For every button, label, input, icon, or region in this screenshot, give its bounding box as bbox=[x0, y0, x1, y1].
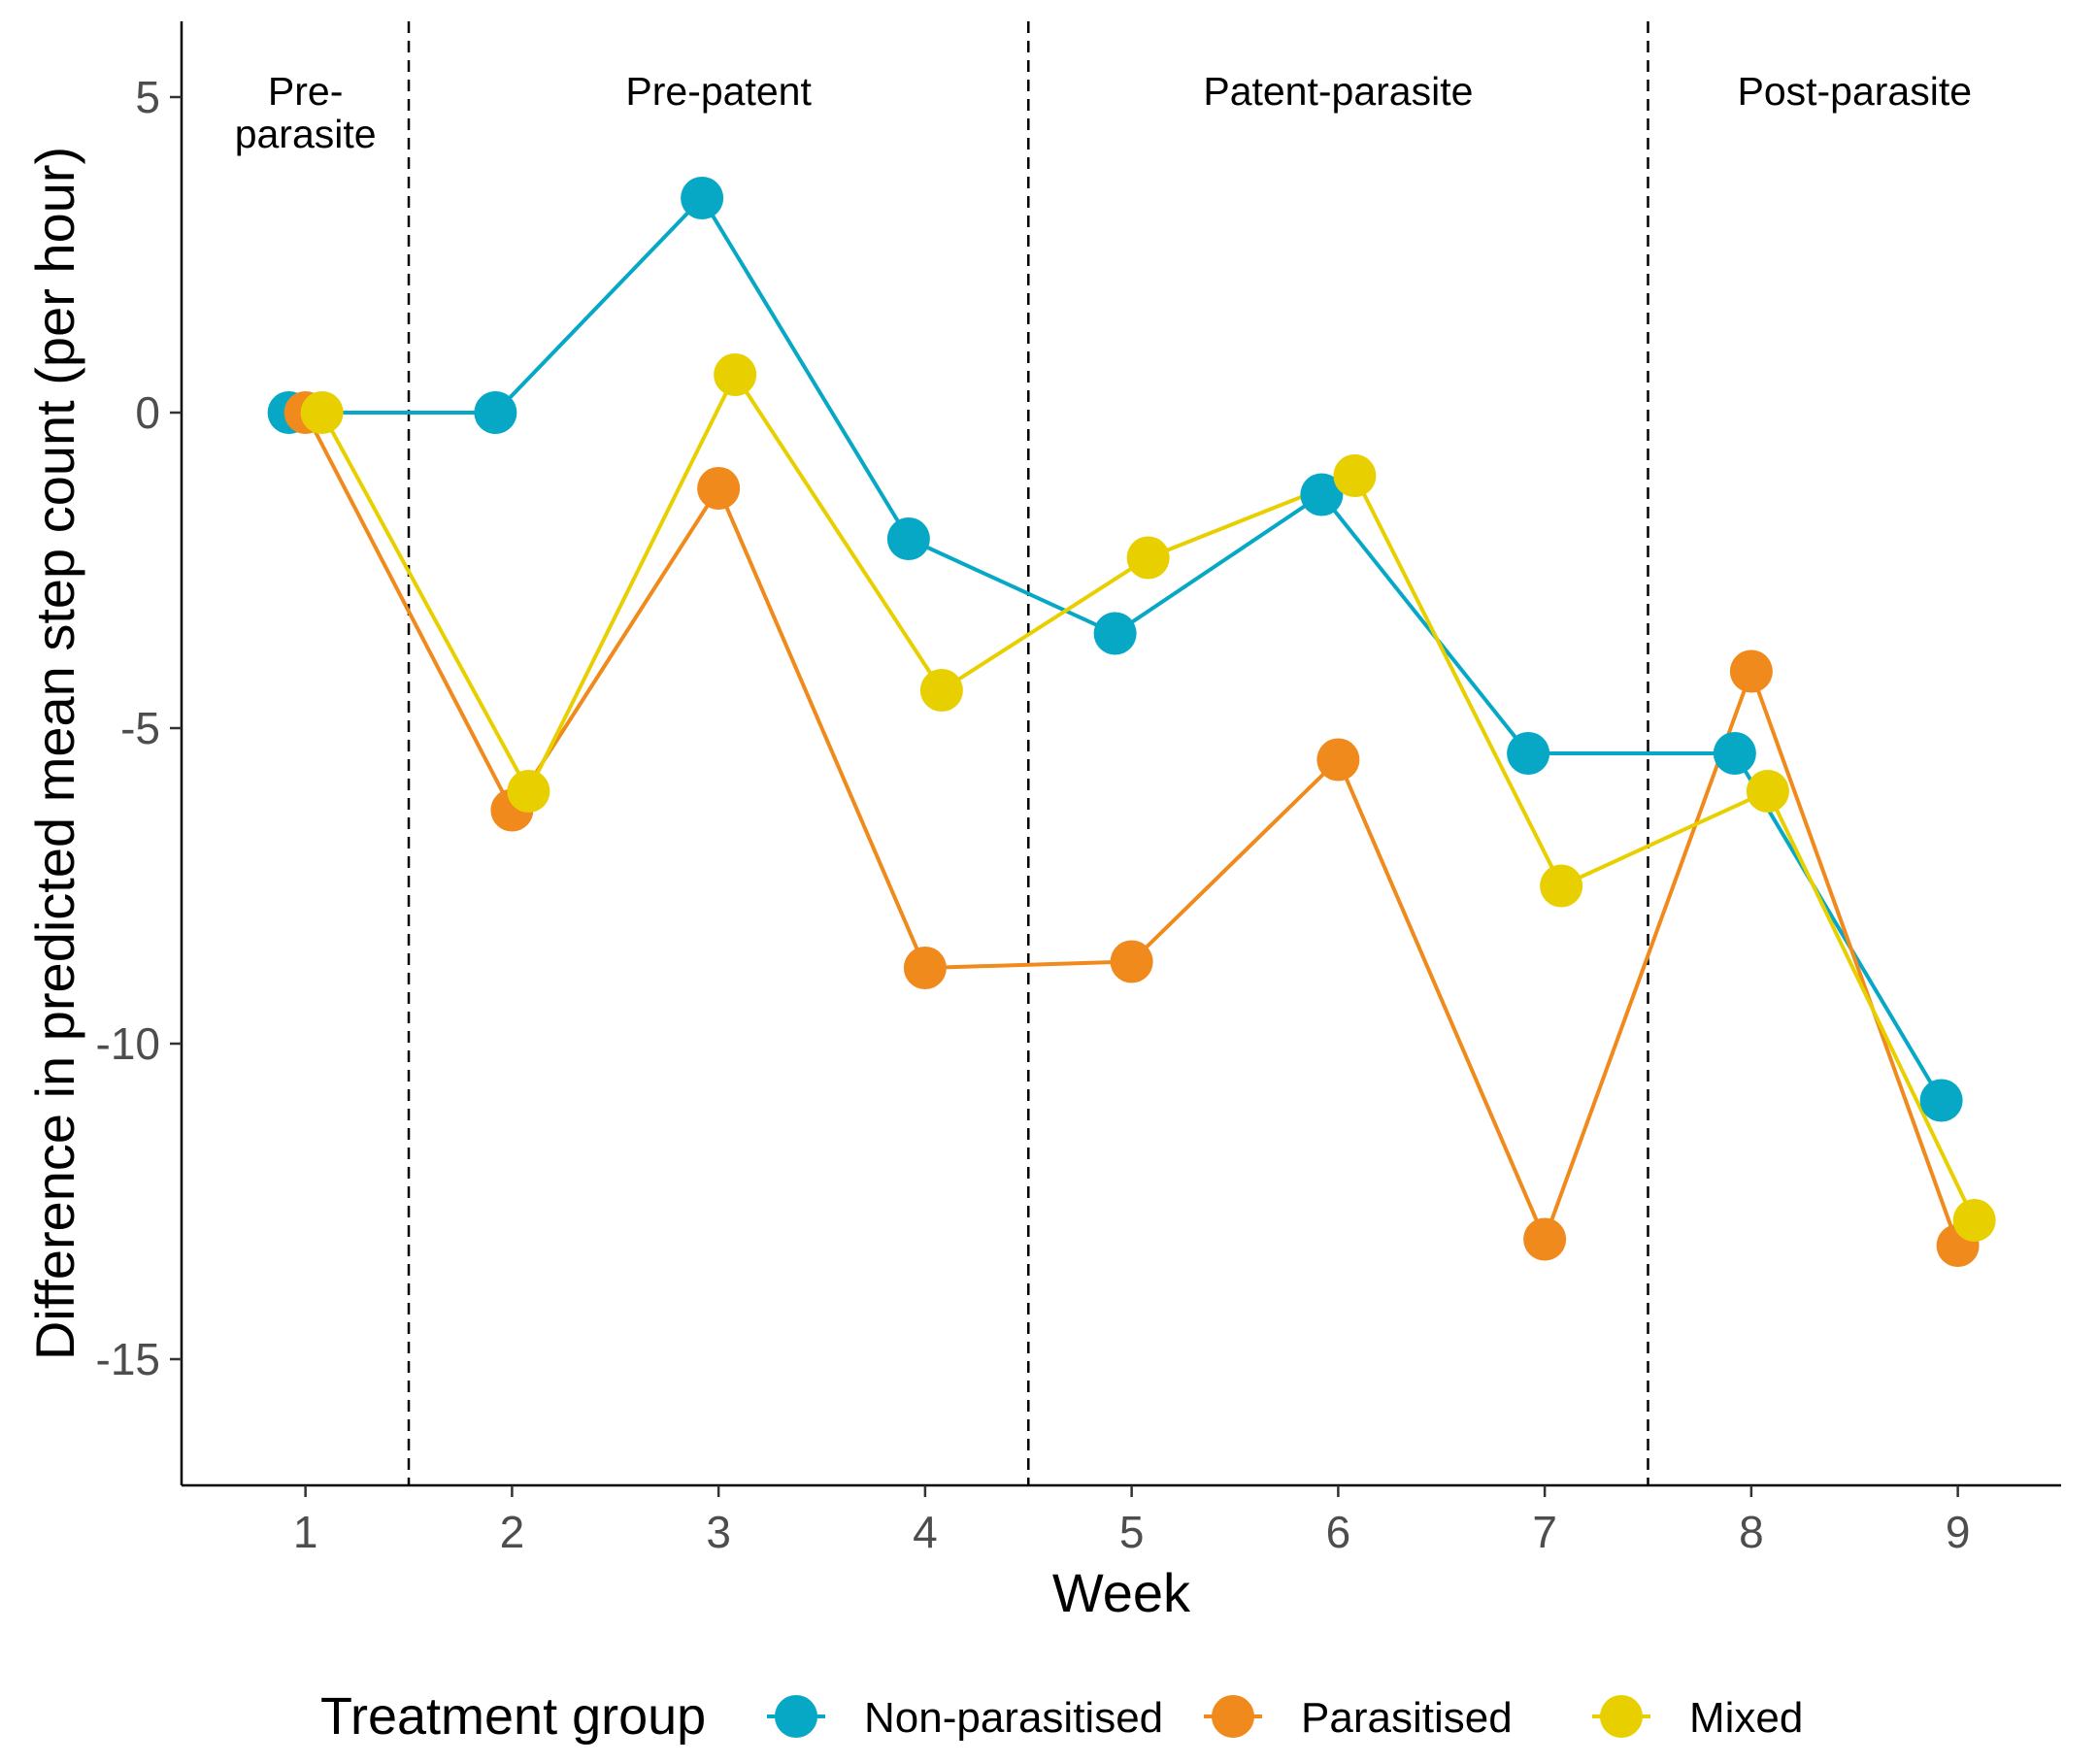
y-tick-label: 5 bbox=[135, 72, 160, 122]
data-point-non-parasitised bbox=[1919, 1079, 1963, 1122]
y-tick-label: 0 bbox=[135, 387, 160, 438]
data-point-mixed bbox=[1126, 536, 1170, 580]
legend-key-point-parasitised bbox=[1212, 1695, 1254, 1738]
x-axis-ticks: 1 2 3 4 5 6 7 8 9 bbox=[293, 1485, 1971, 1557]
x-tick-label: 2 bbox=[500, 1507, 525, 1557]
data-point-non-parasitised bbox=[1300, 473, 1344, 516]
x-tick-label: 6 bbox=[1326, 1507, 1351, 1557]
series-line-parasitised bbox=[303, 412, 1960, 1247]
data-point-mixed bbox=[714, 353, 757, 396]
legend-label-mixed: Mixed bbox=[1689, 1694, 1803, 1742]
data-point-non-parasitised bbox=[1093, 612, 1137, 655]
legend: Treatment group Non-parasitised Parasitis… bbox=[320, 1687, 1803, 1746]
data-point-parasitised bbox=[697, 467, 741, 510]
x-tick-label: 5 bbox=[1119, 1507, 1145, 1557]
x-axis-title: Week bbox=[1052, 1562, 1191, 1623]
series-points bbox=[267, 177, 1996, 1267]
legend-label-non-parasitised: Non-parasitised bbox=[864, 1694, 1163, 1742]
y-tick-label: -15 bbox=[96, 1334, 160, 1384]
phase-label: Patent-parasite bbox=[1203, 69, 1473, 114]
phase-label: parasite bbox=[235, 112, 377, 156]
phase-boundaries bbox=[407, 21, 1649, 1485]
data-point-parasitised bbox=[903, 947, 947, 989]
y-tick-label: -5 bbox=[120, 703, 160, 753]
data-point-parasitised bbox=[1729, 649, 1773, 693]
phase-label: Post-parasite bbox=[1737, 69, 1972, 114]
legend-key-point-non-parasitised bbox=[775, 1695, 817, 1738]
x-tick-label: 7 bbox=[1532, 1507, 1557, 1557]
data-point-parasitised bbox=[1316, 738, 1360, 782]
data-point-non-parasitised bbox=[886, 517, 930, 560]
data-point-mixed bbox=[1746, 770, 1789, 813]
legend-title: Treatment group bbox=[320, 1687, 706, 1746]
data-point-mixed bbox=[507, 770, 550, 813]
y-axis-title: Difference in predicted mean step count … bbox=[24, 147, 85, 1360]
data-point-mixed bbox=[1333, 454, 1377, 497]
data-point-non-parasitised bbox=[681, 177, 724, 219]
x-tick-label: 3 bbox=[706, 1507, 731, 1557]
data-point-non-parasitised bbox=[474, 391, 517, 434]
y-axis-ticks: 5 0 -5 -10 -15 bbox=[96, 72, 182, 1384]
data-point-parasitised bbox=[1523, 1217, 1567, 1261]
x-tick-label: 9 bbox=[1946, 1507, 1971, 1557]
phase-label: Pre-patent bbox=[625, 69, 812, 114]
data-point-mixed bbox=[1952, 1199, 1996, 1242]
series-line-mixed bbox=[319, 373, 1977, 1221]
y-tick-label: -10 bbox=[96, 1018, 160, 1069]
phase-labels: Pre-parasite Pre-patent Patent-parasite Pos… bbox=[235, 69, 1972, 156]
axes bbox=[180, 21, 2061, 1487]
data-point-non-parasitised bbox=[1713, 732, 1756, 775]
x-tick-label: 1 bbox=[293, 1507, 318, 1557]
x-tick-label: 4 bbox=[913, 1507, 938, 1557]
phase-label: Pre- bbox=[268, 69, 343, 114]
legend-key-point-mixed bbox=[1600, 1695, 1643, 1738]
data-point-mixed bbox=[1540, 864, 1583, 908]
legend-label-parasitised: Parasitised bbox=[1301, 1694, 1513, 1742]
data-point-mixed bbox=[919, 669, 963, 712]
x-tick-label: 8 bbox=[1739, 1507, 1764, 1557]
series-lines bbox=[288, 196, 1977, 1247]
data-point-parasitised bbox=[1110, 940, 1153, 983]
data-point-mixed bbox=[300, 391, 344, 434]
data-point-non-parasitised bbox=[1507, 732, 1550, 775]
